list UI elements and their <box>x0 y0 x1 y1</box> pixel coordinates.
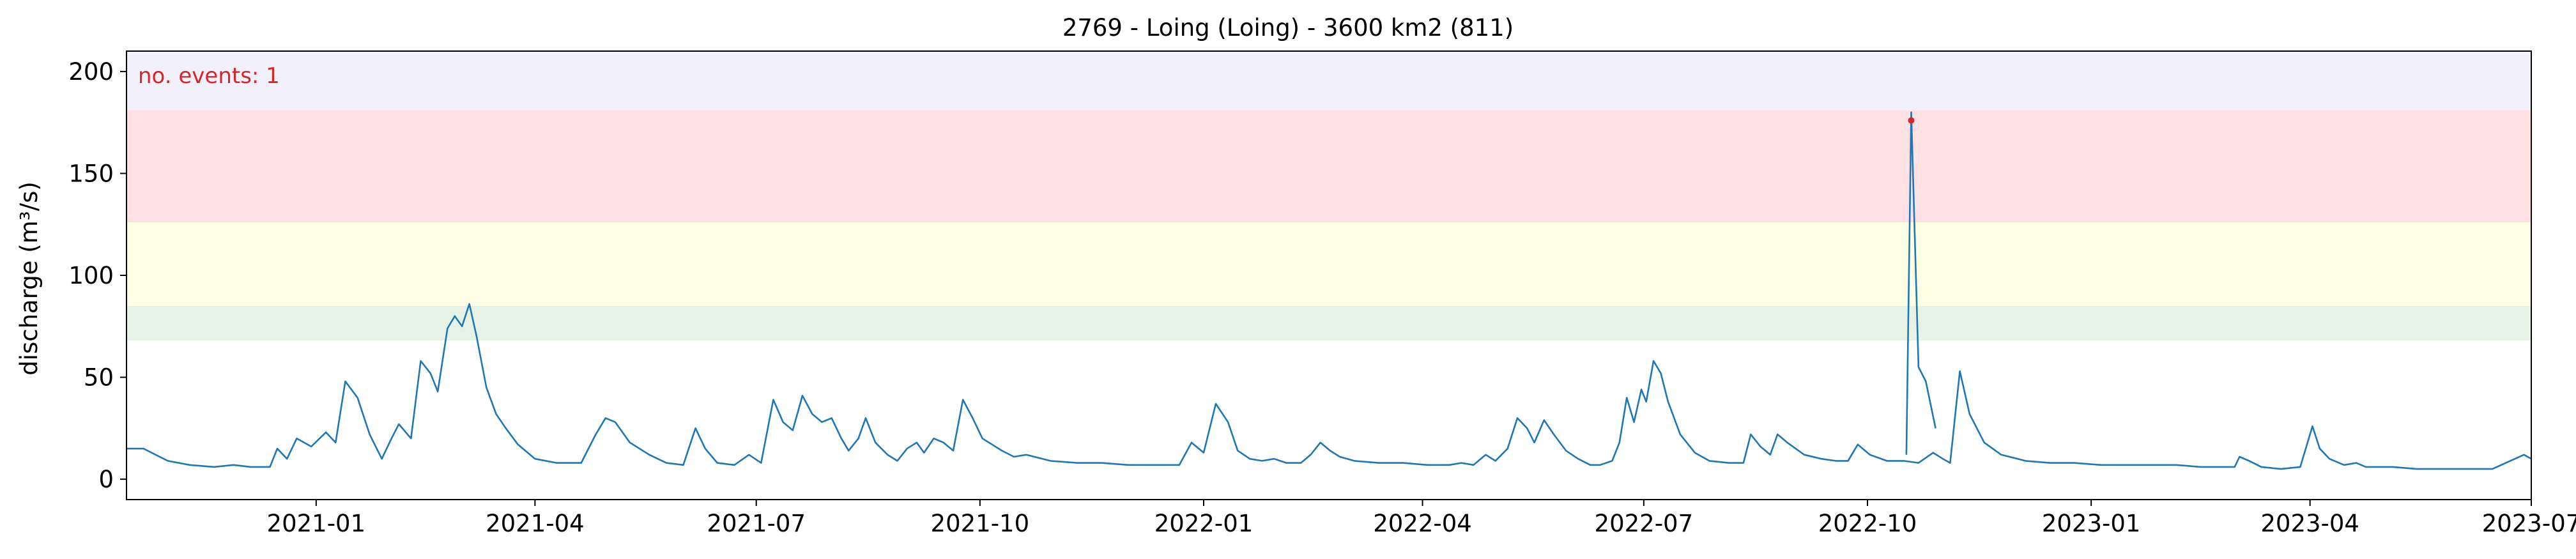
y-tick-label-3: 150 <box>68 160 114 187</box>
x-tick-label-4: 2022-01 <box>1154 510 1254 537</box>
series-layer <box>126 111 2532 470</box>
event-marker <box>1908 117 1915 124</box>
threshold-band-2 <box>126 110 2531 223</box>
series-line-0 <box>126 303 2532 470</box>
x-tick-label-5: 2022-04 <box>1373 510 1472 537</box>
axes: 2021-01 2021-04 2021-07 2021-10 2022-01 2022-… <box>68 50 2576 537</box>
x-tick-label-0: 2021-01 <box>267 510 366 537</box>
x-tick-label-3: 2021-10 <box>931 510 1030 537</box>
y-tick-label-2: 100 <box>68 262 114 289</box>
x-tick-label-2: 2021-07 <box>707 510 806 537</box>
event-count-annotation: no. events: 1 <box>138 63 280 89</box>
x-tick-label-8: 2023-01 <box>2042 510 2141 537</box>
y-tick-label-1: 50 <box>84 364 114 392</box>
y-axis-label: discharge (m³/s) <box>15 181 43 376</box>
threshold-band-1 <box>126 222 2531 306</box>
threshold-band-3 <box>126 51 2531 111</box>
x-tick-label-9: 2023-04 <box>2260 510 2359 537</box>
x-tick-label-1: 2021-04 <box>486 510 585 537</box>
threshold-band-0 <box>126 305 2531 341</box>
x-tick-label-7: 2022-10 <box>1818 510 1917 537</box>
x-tick-label-10: 2023-07 <box>2482 510 2576 537</box>
x-tick-label-6: 2022-07 <box>1595 510 1694 537</box>
y-tick-label-4: 200 <box>68 58 114 86</box>
threshold-bands <box>126 51 2531 341</box>
event-spike <box>1905 111 1936 455</box>
y-tick-label-0: 0 <box>98 466 114 493</box>
chart-title: 2769 - Loing (Loing) - 3600 km2 (811) <box>1062 14 1514 42</box>
